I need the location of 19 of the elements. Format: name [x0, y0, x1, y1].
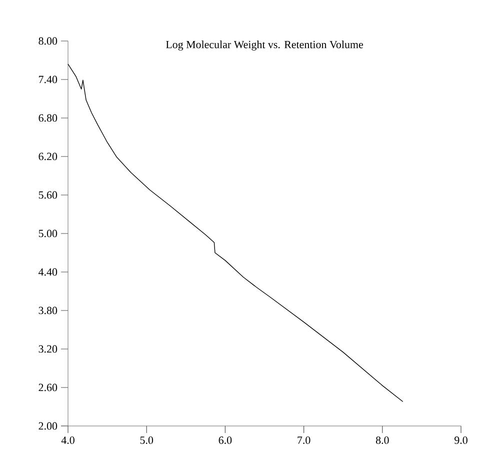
- y-tick-label: 2.00: [38, 422, 58, 430]
- y-tick-label: 7.40: [39, 76, 58, 84]
- chart-title: Log Molecular Weight vs. Retention Volume: [166, 40, 363, 50]
- y-tick-label: 5.60: [38, 191, 58, 199]
- x-tick-label: 7.0: [298, 436, 310, 444]
- y-tick-label: 8.00: [38, 37, 58, 45]
- x-tick-label: 9.0: [454, 436, 468, 444]
- x-tick-label: 6.0: [218, 436, 232, 444]
- y-tick-label: 6.20: [38, 152, 58, 160]
- y-tick-label: 3.80: [38, 306, 58, 314]
- y-tick-label: 5.00: [38, 230, 58, 238]
- y-tick-label: 2.60: [38, 384, 58, 392]
- x-tick-label: 8.0: [376, 436, 389, 444]
- line-series: [68, 64, 404, 402]
- y-tick-label: 3.20: [38, 345, 58, 353]
- y-tick-label: 6.80: [38, 114, 58, 122]
- y-tick-label: 4.40: [38, 268, 58, 276]
- x-tick-label: 4.0: [61, 436, 74, 444]
- x-tick-label: 5.0: [140, 436, 154, 444]
